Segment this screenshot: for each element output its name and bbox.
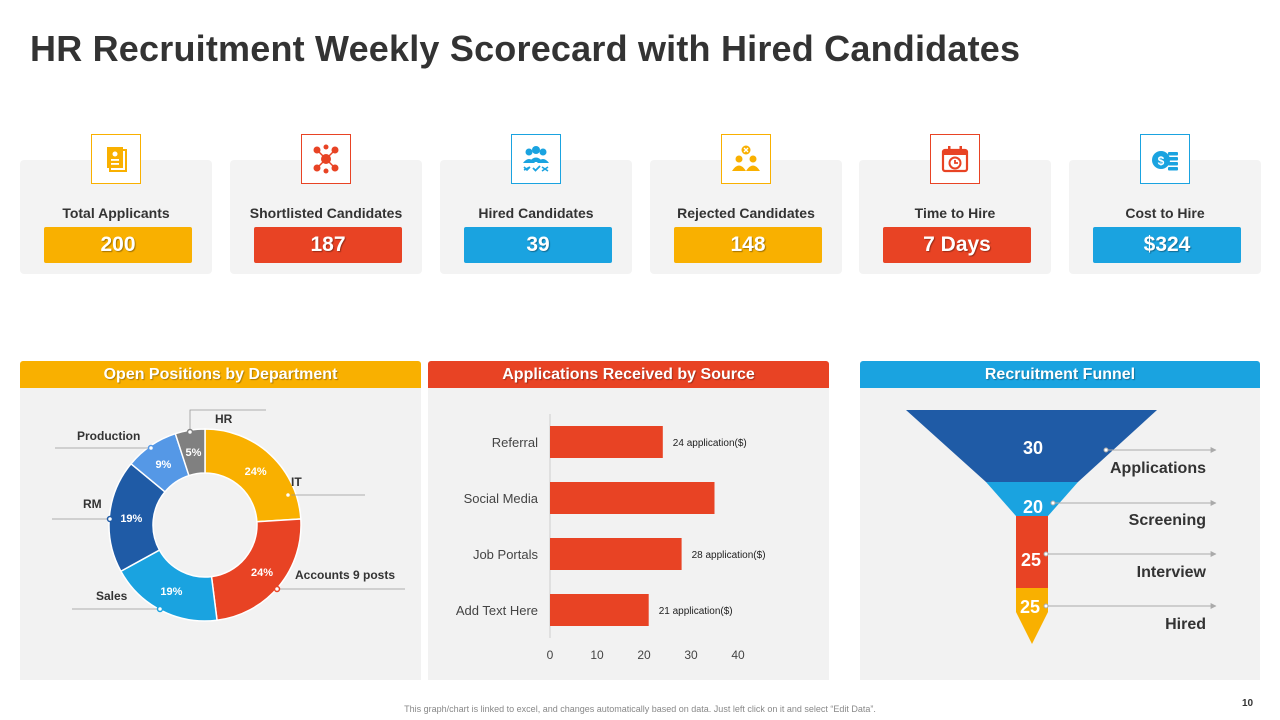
callout-dot	[186, 428, 194, 436]
bar-category-label: Referral	[492, 435, 538, 450]
donut-percent-label: 5%	[185, 447, 201, 459]
kpi-value: 39	[464, 227, 612, 263]
departments-panel: 24% IT 24% Accounts 9 posts 19% Sales 19% RM 9% P…	[20, 388, 421, 680]
page-number: 10	[1242, 698, 1254, 709]
funnel-value: 20	[1023, 497, 1043, 517]
kpi-label: Shortlisted Candidates	[249, 205, 403, 221]
callout-label-it: IT	[291, 475, 302, 489]
funnel-arrow-dot	[1043, 603, 1049, 609]
bar-category-label: Job Portals	[473, 547, 539, 562]
department-donut-chart: 24% IT 24% Accounts 9 posts 19% Sales 19% RM 9% P…	[52, 409, 405, 622]
callout-label-production: Production	[77, 429, 140, 443]
kpi-label: Time to Hire	[914, 205, 996, 221]
kpi-value: 148	[674, 227, 822, 263]
callout-label-sales: Sales	[96, 589, 128, 603]
kpi-value: 200	[44, 227, 192, 263]
funnel-stage-applications	[906, 410, 1157, 482]
bar-category-label: Social Media	[464, 491, 539, 506]
callout-dot	[106, 515, 114, 523]
kpi-value: $324	[1093, 227, 1241, 263]
funnel-stage-interview	[1016, 516, 1048, 588]
funnel-arrow-dot	[1050, 500, 1056, 506]
funnel-value: 25	[1021, 550, 1041, 570]
bar-x-tick: 30	[684, 648, 698, 662]
funnel-panel: 30 Applications 20 Screening 25 Interview 25 Hi…	[860, 388, 1260, 680]
callout-label-accounts: Accounts 9 posts	[295, 568, 395, 582]
callout-label-rm: RM	[83, 497, 102, 511]
team-check-icon	[511, 134, 561, 184]
bar-data-label: 28 application($)	[692, 550, 766, 561]
bar-add-text-here	[550, 594, 649, 626]
bar-data-label: 21 application($)	[659, 606, 733, 617]
donut-percent-label: 24%	[245, 466, 267, 478]
donut-percent-label: 19%	[120, 513, 142, 525]
departments-panel-header: Open Positions by Department	[20, 361, 421, 388]
source-bar-chart: Referral 24 application($) Social Media Job…	[456, 414, 766, 662]
donut-percent-label: 24%	[251, 567, 273, 579]
funnel-arrow-dot	[1103, 447, 1109, 453]
kpi-label: Rejected Candidates	[677, 205, 815, 221]
funnel-stage-label: Interview	[1137, 564, 1207, 581]
funnel-stage-label: Hired	[1165, 616, 1206, 633]
funnel-stage-label: Screening	[1129, 512, 1206, 529]
funnel-value: 25	[1020, 597, 1040, 617]
bar-referral	[550, 426, 663, 458]
svg-text:$: $	[1158, 154, 1165, 168]
callout-dot	[273, 585, 281, 593]
kpi-value: 7 Days	[883, 227, 1031, 263]
kpi-label: Hired Candidates	[478, 205, 594, 221]
sources-panel-header: Applications Received by Source	[428, 361, 829, 388]
kpi-card-rejected-candidates: Rejected Candidates 148	[650, 160, 842, 274]
donut-slice-hr	[174, 428, 206, 477]
users-reject-icon	[721, 134, 771, 184]
calendar-clock-icon	[930, 134, 980, 184]
bar-x-tick: 10	[590, 648, 604, 662]
document-icon	[91, 134, 141, 184]
donut-percent-label: 9%	[155, 459, 171, 471]
funnel-stage-hired	[1016, 588, 1048, 644]
funnel-panel-header: Recruitment Funnel	[860, 361, 1260, 388]
kpi-label: Total Applicants	[62, 205, 170, 221]
callout-label-hr: HR	[215, 412, 233, 426]
network-users-icon	[301, 134, 351, 184]
funnel-stage-screening	[986, 482, 1078, 516]
page-title: HR Recruitment Weekly Scorecard with Hir…	[30, 28, 1021, 69]
kpi-label: Cost to Hire	[1125, 205, 1205, 221]
bar-x-tick: 40	[731, 648, 745, 662]
bar-social-media	[550, 482, 715, 514]
footer-note: This graph/chart is linked to excel, and…	[404, 704, 876, 714]
recruitment-funnel-chart: 30 Applications 20 Screening 25 Interview 25 Hi…	[906, 410, 1217, 644]
callout-line	[189, 409, 266, 432]
funnel-value: 30	[1023, 438, 1043, 458]
sources-panel: Referral 24 application($) Social Media Job…	[428, 388, 829, 680]
bar-category-label: Add Text Here	[456, 603, 538, 618]
funnel-stage-label: Applications	[1110, 460, 1206, 477]
bar-x-tick: 0	[547, 648, 554, 662]
callout-dot	[156, 605, 164, 613]
funnel-arrow-dot	[1043, 551, 1049, 557]
money-coins-icon: $	[1140, 134, 1190, 184]
donut-percent-label: 19%	[160, 586, 182, 598]
callout-dot	[147, 444, 155, 452]
bar-data-label: 24 application($)	[673, 438, 747, 449]
callout-dot	[284, 491, 292, 499]
bar-job-portals	[550, 538, 682, 570]
kpi-value: 187	[254, 227, 402, 263]
bar-x-tick: 20	[637, 648, 651, 662]
